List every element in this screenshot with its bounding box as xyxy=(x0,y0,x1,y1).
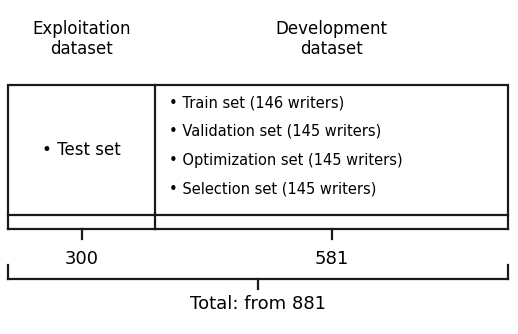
Bar xyxy=(8,85,508,215)
Text: Exploitation
dataset: Exploitation dataset xyxy=(32,20,131,58)
Text: 300: 300 xyxy=(65,250,98,268)
Text: • Test set: • Test set xyxy=(42,141,121,159)
Text: 581: 581 xyxy=(314,250,349,268)
Text: Development
dataset: Development dataset xyxy=(276,20,387,58)
Text: • Train set (146 writers): • Train set (146 writers) xyxy=(169,96,344,111)
Text: • Validation set (145 writers): • Validation set (145 writers) xyxy=(169,124,381,139)
Text: • Optimization set (145 writers): • Optimization set (145 writers) xyxy=(169,153,402,167)
Text: • Selection set (145 writers): • Selection set (145 writers) xyxy=(169,181,377,196)
Text: Total: from 881: Total: from 881 xyxy=(190,295,326,313)
